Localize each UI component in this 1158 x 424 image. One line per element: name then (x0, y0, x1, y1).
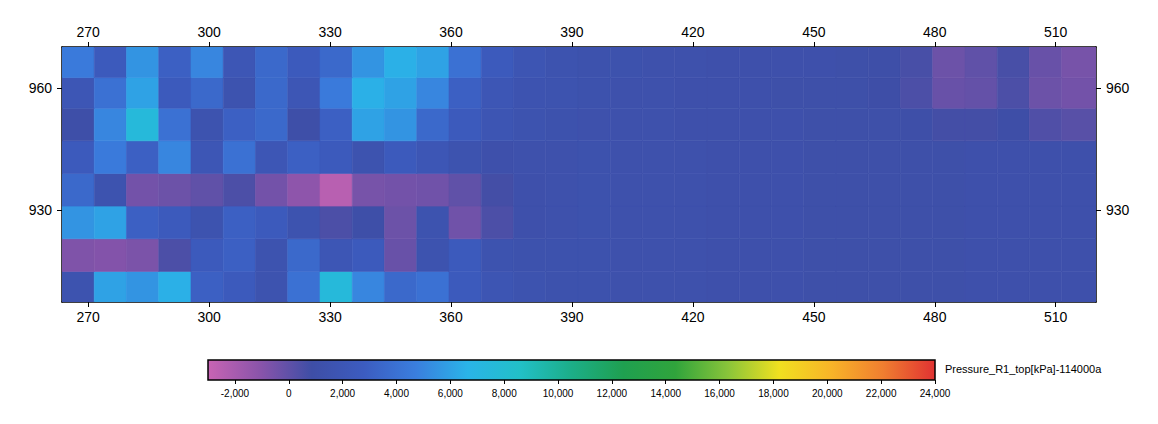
svg-text:6,000: 6,000 (438, 388, 463, 399)
svg-text:390: 390 (560, 24, 584, 40)
svg-text:960: 960 (1106, 80, 1130, 96)
svg-text:330: 330 (318, 24, 342, 40)
svg-text:300: 300 (197, 309, 221, 325)
svg-text:-2,000: -2,000 (221, 388, 250, 399)
svg-text:360: 360 (439, 309, 463, 325)
svg-text:510: 510 (1044, 309, 1068, 325)
svg-text:20,000: 20,000 (812, 388, 843, 399)
svg-text:12,000: 12,000 (597, 388, 628, 399)
svg-text:270: 270 (77, 24, 101, 40)
svg-text:390: 390 (560, 309, 584, 325)
svg-text:16,000: 16,000 (704, 388, 735, 399)
svg-text:330: 330 (318, 309, 342, 325)
svg-text:24,000: 24,000 (920, 388, 951, 399)
svg-text:930: 930 (29, 202, 53, 218)
svg-text:0: 0 (286, 388, 292, 399)
svg-text:2,000: 2,000 (330, 388, 355, 399)
svg-text:510: 510 (1044, 24, 1068, 40)
svg-text:420: 420 (681, 309, 705, 325)
svg-text:450: 450 (802, 309, 826, 325)
svg-text:10,000: 10,000 (543, 388, 574, 399)
svg-text:420: 420 (681, 24, 705, 40)
svg-text:960: 960 (29, 80, 53, 96)
svg-text:8,000: 8,000 (492, 388, 517, 399)
svg-text:4,000: 4,000 (384, 388, 409, 399)
svg-text:Pressure_R1_top[kPa]-114000a: Pressure_R1_top[kPa]-114000a (945, 363, 1102, 375)
svg-text:18,000: 18,000 (758, 388, 789, 399)
svg-text:480: 480 (923, 309, 947, 325)
svg-text:22,000: 22,000 (866, 388, 897, 399)
svg-text:450: 450 (802, 24, 826, 40)
svg-text:270: 270 (77, 309, 101, 325)
svg-text:930: 930 (1106, 202, 1130, 218)
svg-text:480: 480 (923, 24, 947, 40)
svg-text:360: 360 (439, 24, 463, 40)
svg-text:14,000: 14,000 (650, 388, 681, 399)
svg-text:300: 300 (197, 24, 221, 40)
